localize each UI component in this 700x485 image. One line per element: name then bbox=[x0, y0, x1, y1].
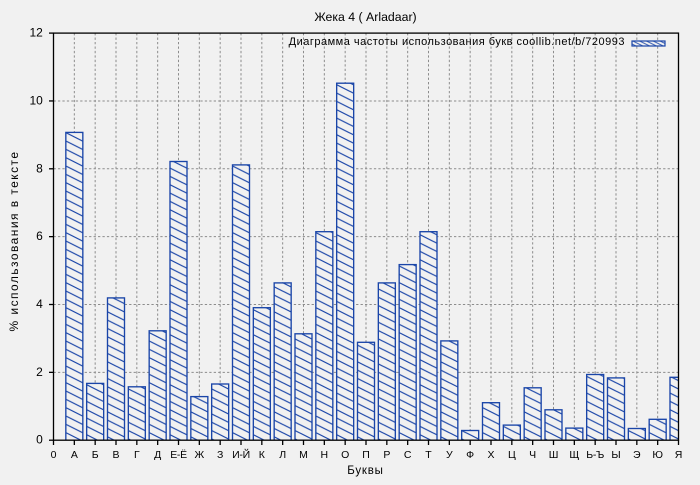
svg-text:Х: Х bbox=[487, 449, 494, 461]
svg-text:2: 2 bbox=[36, 365, 43, 379]
svg-text:Н: Н bbox=[321, 449, 329, 461]
svg-text:Щ: Щ bbox=[569, 449, 579, 461]
svg-text:Б: Б bbox=[92, 449, 99, 461]
svg-text:З: З bbox=[217, 449, 223, 461]
svg-text:Л: Л bbox=[279, 449, 286, 461]
svg-text:0: 0 bbox=[36, 433, 43, 447]
svg-text:П: П bbox=[362, 449, 370, 461]
svg-text:Ы: Ы bbox=[611, 449, 620, 461]
svg-text:Диаграмма частоты использовани: Диаграмма частоты использования букв coo… bbox=[289, 36, 625, 48]
svg-text:4: 4 bbox=[36, 297, 43, 311]
svg-text:У: У bbox=[446, 449, 453, 461]
svg-text:И-Й: И-Й bbox=[232, 448, 250, 461]
svg-text:Я: Я bbox=[675, 449, 683, 461]
svg-text:А: А bbox=[71, 449, 78, 461]
svg-text:Ц: Ц bbox=[508, 449, 516, 461]
svg-text:Е-Ё: Е-Ё bbox=[170, 449, 187, 461]
svg-text:О: О bbox=[341, 449, 349, 461]
svg-text:0: 0 bbox=[51, 449, 57, 461]
svg-text:М: М bbox=[299, 449, 308, 461]
svg-text:Э: Э bbox=[633, 449, 641, 461]
svg-text:Д: Д bbox=[154, 449, 161, 461]
svg-text:8: 8 bbox=[36, 161, 43, 175]
svg-text:Т: Т bbox=[425, 449, 432, 461]
svg-text:Буквы: Буквы bbox=[347, 465, 383, 477]
svg-text:12: 12 bbox=[29, 26, 43, 40]
svg-text:Ф: Ф bbox=[466, 449, 474, 461]
svg-text:Р: Р bbox=[383, 449, 390, 461]
svg-text:% использования в тексте: % использования в тексте bbox=[7, 151, 21, 332]
svg-text:6: 6 bbox=[36, 229, 43, 243]
svg-text:Г: Г bbox=[134, 449, 140, 461]
svg-text:Ш: Ш bbox=[549, 449, 559, 461]
svg-text:Ю: Ю bbox=[652, 449, 663, 461]
svg-text:Ч: Ч bbox=[529, 449, 536, 461]
svg-text:С: С bbox=[404, 449, 412, 461]
svg-text:Жека 4 ( Arladaar): Жека 4 ( Arladaar) bbox=[314, 10, 416, 24]
svg-text:Ж: Ж bbox=[194, 449, 204, 461]
svg-text:Ь-Ъ: Ь-Ъ bbox=[586, 449, 604, 461]
svg-text:К: К bbox=[259, 449, 266, 461]
svg-text:В: В bbox=[112, 449, 119, 461]
svg-text:10: 10 bbox=[29, 93, 43, 107]
